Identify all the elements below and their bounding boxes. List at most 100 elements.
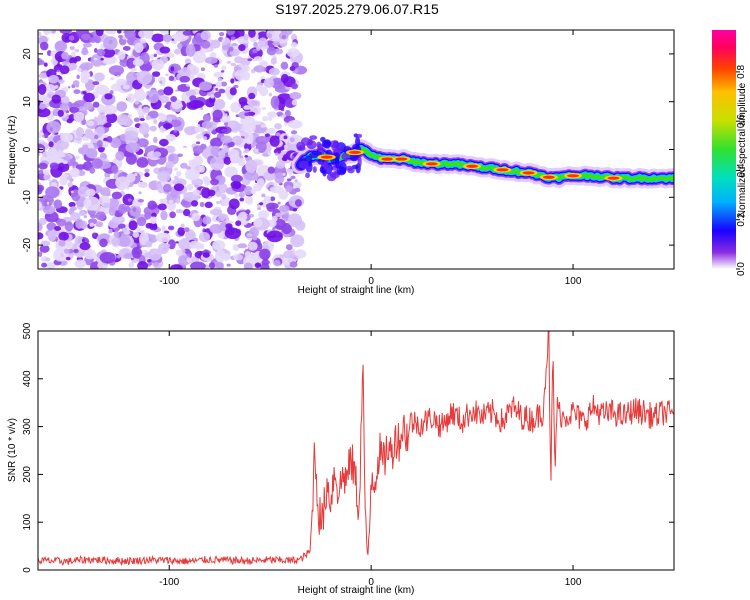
noise-blob	[261, 46, 266, 52]
ridge-peak	[425, 162, 438, 166]
noise-blob	[79, 106, 84, 110]
noise-blob	[157, 203, 167, 211]
noise-blob	[245, 159, 258, 174]
noise-blob	[227, 149, 240, 159]
x-tick-label: 0	[368, 276, 374, 287]
noise-blob	[74, 48, 80, 53]
ridge-peak	[466, 164, 479, 168]
noise-blob	[43, 84, 56, 93]
noise-blob	[38, 94, 45, 101]
noise-blob	[128, 220, 138, 231]
ridge-blotch	[336, 166, 347, 176]
noise-blob	[118, 223, 126, 229]
noise-blob	[111, 191, 123, 200]
noise-blob	[261, 107, 267, 110]
noise-blob	[148, 248, 162, 261]
noise-blob	[116, 101, 128, 112]
noise-blob	[115, 151, 125, 161]
noise-blob	[75, 127, 85, 138]
noise-blob	[159, 30, 172, 34]
noise-blob	[214, 98, 226, 110]
x-tick-label: -100	[159, 276, 179, 287]
noise-blob	[127, 198, 132, 202]
noise-blob	[138, 122, 150, 135]
noise-blob	[57, 79, 65, 84]
noise-blob	[54, 226, 62, 232]
noise-blob	[269, 135, 280, 147]
noise-blob	[247, 58, 253, 62]
noise-blob	[194, 184, 200, 188]
noise-blob	[241, 64, 250, 73]
noise-blob	[111, 164, 119, 174]
noise-blob	[66, 175, 72, 181]
y-tick-label: 0	[22, 146, 33, 152]
noise-blob	[153, 261, 160, 267]
noise-blob	[261, 193, 266, 198]
colorbar-tick-label: 0.4	[736, 163, 747, 177]
noise-blob	[182, 30, 192, 36]
x-tick-label: -100	[159, 577, 179, 588]
ridge-blotch	[357, 156, 362, 168]
noise-blob	[136, 157, 149, 168]
noise-blob	[75, 155, 80, 160]
y-tick-label: -10	[22, 190, 33, 205]
ridge-peak	[607, 176, 620, 180]
noise-blob	[108, 65, 125, 76]
noise-blob	[230, 181, 241, 189]
noise-blob	[41, 262, 48, 268]
noise-blob	[82, 91, 87, 95]
noise-blob	[93, 116, 98, 122]
noise-blob	[210, 94, 215, 99]
noise-blob	[70, 206, 77, 212]
noise-blob	[230, 101, 242, 113]
noise-blob	[147, 200, 157, 210]
noise-blob	[285, 244, 293, 251]
noise-blob	[220, 193, 227, 200]
snr-frame	[37, 330, 675, 571]
noise-blob	[226, 263, 231, 267]
noise-blob	[142, 106, 150, 114]
noise-blob	[57, 109, 64, 117]
x-tick-label: 100	[565, 276, 582, 287]
ridge-blotch	[346, 165, 353, 171]
noise-blob	[192, 50, 207, 64]
noise-blob	[66, 118, 73, 124]
noise-blob	[233, 84, 239, 89]
noise-blob	[243, 186, 253, 196]
noise-blob	[152, 71, 161, 77]
noise-blob	[94, 36, 101, 44]
noise-blob	[191, 200, 199, 207]
noise-blob	[158, 138, 169, 147]
noise-blob	[210, 158, 216, 164]
noise-blob	[48, 210, 53, 213]
noise-blob	[68, 201, 76, 208]
noise-blob	[226, 60, 232, 64]
noise-blob	[59, 30, 72, 35]
ridge-blotch	[341, 152, 350, 161]
noise-blob	[213, 71, 223, 78]
noise-blob	[68, 35, 75, 41]
noise-blob	[58, 231, 70, 241]
noise-region	[38, 30, 307, 269]
noise-blob	[131, 246, 142, 259]
noise-blob	[96, 48, 106, 57]
noise-blob	[153, 53, 158, 58]
noise-blob	[188, 196, 192, 200]
noise-blob	[179, 67, 192, 78]
noise-blob	[191, 178, 204, 187]
noise-blob	[258, 210, 269, 220]
noise-blob	[244, 170, 259, 181]
noise-blob	[163, 243, 171, 249]
noise-blob	[95, 30, 104, 37]
noise-blob	[165, 161, 175, 169]
noise-blob	[89, 37, 97, 43]
noise-blob	[42, 30, 52, 35]
ridge-blotch	[317, 158, 325, 165]
noise-blob	[126, 93, 135, 103]
noise-blob	[38, 107, 51, 118]
noise-blob	[71, 51, 76, 58]
ridge-blotch	[305, 172, 310, 179]
noise-blob	[45, 186, 60, 199]
noise-blob	[75, 164, 86, 170]
noise-blob	[59, 175, 68, 186]
